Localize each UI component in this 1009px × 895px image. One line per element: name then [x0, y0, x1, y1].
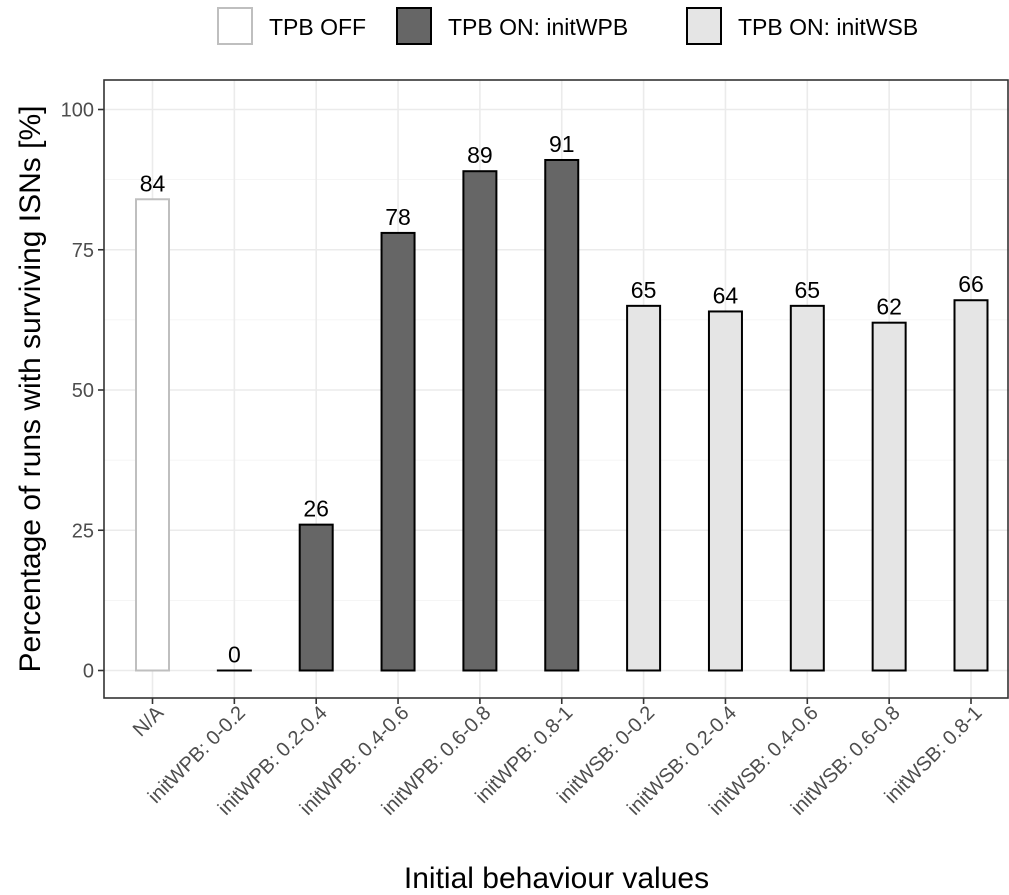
bar [544, 158, 580, 672]
data-label: 89 [467, 142, 493, 168]
bar [707, 310, 743, 672]
data-label: 64 [713, 282, 739, 308]
data-label: 0 [228, 642, 241, 668]
y-tick-label: 0 [83, 661, 94, 683]
legend: TPB OFF TPB ON: initWPB TPB ON: initWSB [217, 7, 918, 45]
bar [953, 299, 989, 672]
x-axis-title: Initial behaviour values [404, 862, 709, 895]
data-label: 91 [549, 131, 575, 157]
legend-key [686, 7, 722, 45]
data-label: 84 [140, 170, 166, 196]
bars [135, 158, 989, 672]
panel-border [103, 79, 1009, 699]
bar [462, 170, 498, 672]
legend-key [396, 7, 432, 45]
legend-label: TPB ON: initWPB [448, 14, 628, 40]
y-axis: 0 25 50 75 100 [61, 100, 104, 683]
y-tick-label: 50 [72, 380, 94, 402]
y-tick-label: 100 [61, 100, 94, 122]
bar [380, 231, 416, 672]
data-label: 65 [795, 277, 821, 303]
data-label: 26 [303, 496, 329, 522]
data-label: 65 [631, 277, 657, 303]
bar [871, 321, 907, 672]
legend-label: TPB ON: initWSB [738, 14, 918, 40]
y-tick-label: 75 [72, 240, 94, 262]
legend-key [217, 7, 253, 45]
y-tick-label: 25 [72, 520, 94, 542]
bar [298, 523, 334, 672]
y-axis-title: Percentage of runs with surviving ISNs [… [14, 106, 47, 673]
bar [626, 304, 662, 672]
bar [789, 304, 825, 672]
legend-label: TPB OFF [269, 14, 366, 40]
data-label: 78 [385, 204, 411, 230]
bar [135, 198, 170, 672]
data-labels: 84 0 26 78 89 91 65 64 65 62 66 [140, 131, 984, 668]
x-tick-label: N/A [129, 702, 169, 742]
data-label: 66 [958, 271, 984, 297]
data-label: 62 [876, 294, 902, 320]
